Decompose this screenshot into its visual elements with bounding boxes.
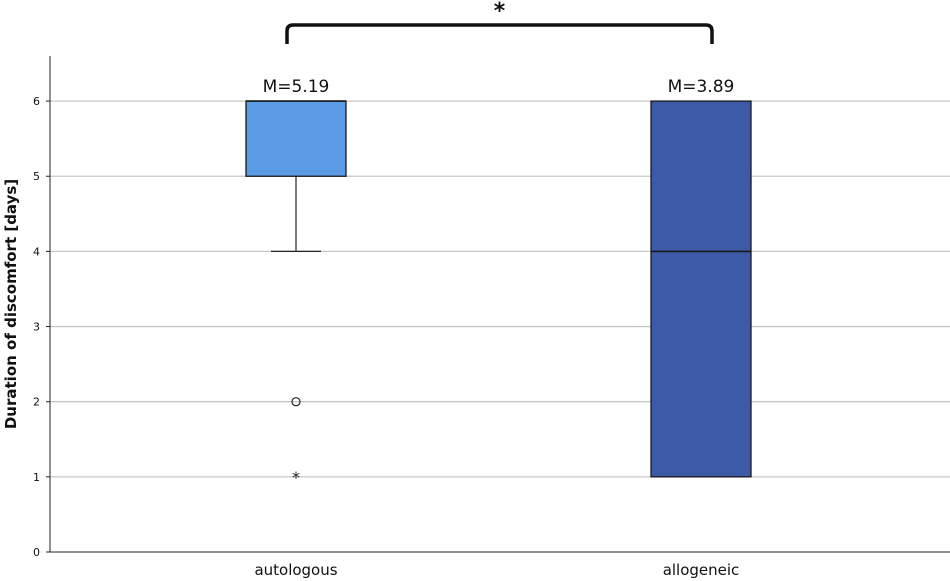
- y-tick-label-4: 4: [33, 245, 40, 258]
- extreme-point-0: *: [292, 468, 300, 487]
- box-iqr: [245, 100, 347, 177]
- significance-label: *: [494, 0, 506, 24]
- y-tick-label-2: 2: [33, 396, 40, 409]
- y-tick-labels: 0 1 2 3 4 5 6: [33, 95, 50, 559]
- significance-bracket: *: [285, 0, 714, 44]
- box-autologous: * M=5.19 autologous: [245, 77, 347, 579]
- y-axis-title: Duration of discomfort [days]: [2, 179, 20, 429]
- axes: [49, 56, 950, 553]
- boxes: * M=5.19 autologous M=3.89 allogeneic: [245, 77, 752, 579]
- y-tick-label-6: 6: [33, 95, 40, 108]
- category-label: allogeneic: [663, 561, 740, 579]
- y-tick-label-3: 3: [33, 321, 40, 334]
- box-iqr: [650, 100, 752, 478]
- y-tick-label-5: 5: [33, 170, 40, 183]
- category-label: autologous: [254, 561, 337, 579]
- box-allogeneic: M=3.89 allogeneic: [650, 77, 752, 579]
- mean-label: M=5.19: [263, 77, 330, 97]
- significance-bracket-line: [285, 23, 714, 44]
- mean-label: M=3.89: [668, 77, 735, 97]
- y-tick-label-1: 1: [33, 471, 40, 484]
- gridlines: [50, 100, 950, 478]
- outlier-point-0: [291, 397, 301, 407]
- y-tick-label-0: 0: [33, 546, 40, 559]
